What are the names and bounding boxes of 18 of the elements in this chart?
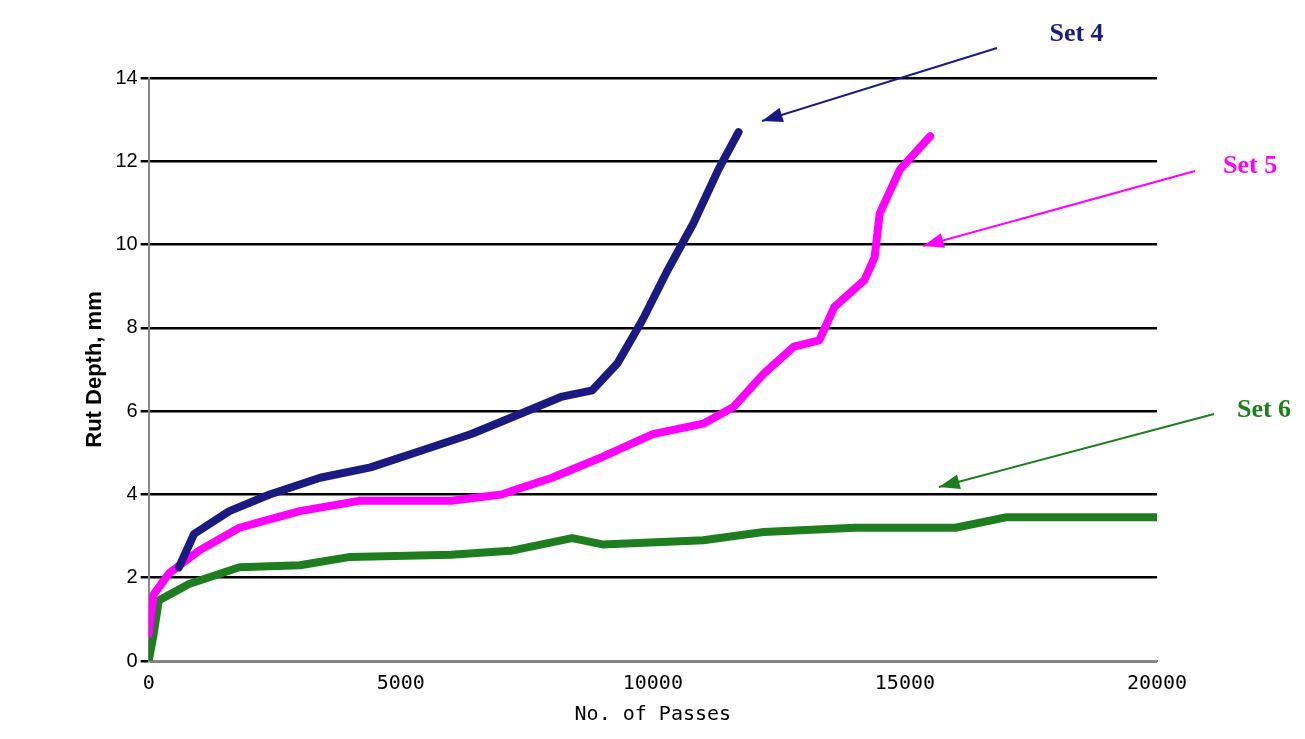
y-axis-title: Rut Depth, mm bbox=[81, 291, 107, 448]
text: Set 4 bbox=[1049, 17, 1104, 47]
x-tick-label: 15000 bbox=[874, 670, 936, 695]
text: Set 6 bbox=[1236, 394, 1292, 424]
y-tick-label: 0 bbox=[126, 648, 138, 671]
y-tick-label: 8 bbox=[126, 315, 138, 338]
y-tick-label: 14 bbox=[115, 65, 138, 88]
x-tick-label: 10000 bbox=[622, 670, 683, 695]
x-tick-label: 0 bbox=[142, 670, 155, 695]
text: Set 5 bbox=[1223, 150, 1278, 180]
y-tick-label: 12 bbox=[115, 148, 138, 171]
y-tick-label: 4 bbox=[126, 481, 138, 504]
x-tick-label: 5000 bbox=[376, 670, 425, 695]
y-tick-label: 6 bbox=[126, 398, 138, 421]
y-tick-label: 10 bbox=[115, 232, 138, 255]
y-tick-label: 2 bbox=[126, 565, 138, 588]
x-tick-label: 20000 bbox=[1126, 670, 1188, 695]
x-axis-title: No. of Passes bbox=[574, 701, 732, 726]
